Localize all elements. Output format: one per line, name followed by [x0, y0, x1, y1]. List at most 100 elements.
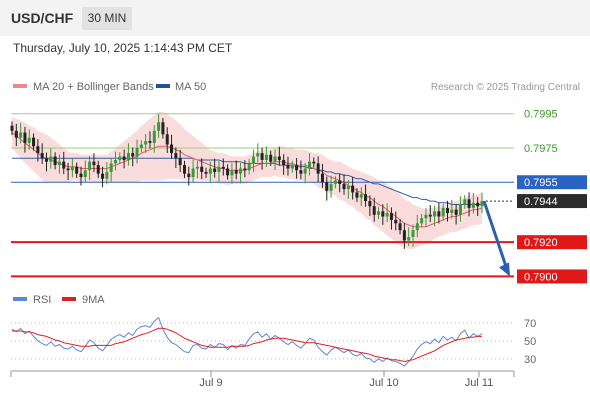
candle-body: [10, 125, 14, 131]
level-tag-0.7900: [517, 269, 587, 284]
time-axis: Jul 9 Jul 10 Jul 11: [10, 370, 515, 389]
candle-body: [377, 211, 381, 215]
candle-body: [62, 161, 66, 169]
candle-body: [66, 168, 70, 171]
candle-body: [165, 134, 169, 145]
candle-body: [200, 166, 204, 172]
candle-body: [450, 209, 454, 214]
candle-body: [463, 199, 467, 205]
candle-body: [355, 192, 359, 198]
candle-body: [299, 170, 303, 174]
candle-body: [40, 153, 44, 159]
candle-body: [139, 144, 143, 148]
candle-body: [372, 206, 376, 215]
last-price-label: 0.7944: [524, 196, 558, 208]
candle-body: [303, 168, 307, 174]
candle-body: [471, 202, 475, 208]
level-label-0.7920: 0.7920: [524, 237, 558, 249]
time-tick-label: Jul 11: [465, 377, 494, 389]
candle-body: [389, 213, 393, 220]
candle-body: [182, 165, 186, 174]
candle-body: [32, 137, 36, 147]
candle-body: [96, 165, 100, 174]
rsi-line: [11, 316, 483, 367]
candle-body: [239, 168, 243, 174]
candle-body: [247, 163, 251, 171]
candle-body: [187, 173, 191, 178]
candle-body: [286, 165, 290, 169]
timeframe-button[interactable]: 30 MIN: [82, 7, 132, 30]
candle-body: [75, 166, 79, 174]
candle-body: [407, 237, 411, 241]
candle-body: [394, 219, 398, 224]
candle-body: [109, 163, 113, 172]
candle-body: [351, 185, 355, 193]
candle-body: [420, 218, 424, 224]
header-bar: USD/CHF 30 MIN: [0, 0, 590, 36]
candle-body: [152, 130, 156, 143]
candle-body: [256, 153, 260, 157]
rsi-panel: 70 50 30: [11, 316, 536, 367]
rsi-tick-30: 30: [524, 354, 536, 366]
candle-body: [381, 211, 385, 217]
candle-body: [157, 122, 161, 131]
rsi-legend-swatch: [13, 297, 27, 301]
candle-body: [49, 156, 53, 162]
candle-body: [23, 132, 27, 143]
candle-body: [329, 183, 333, 191]
candle-body: [273, 156, 277, 162]
level-label-0.7995: 0.7995: [524, 109, 558, 121]
candle-body: [88, 161, 92, 171]
last-price-tag: [517, 194, 587, 209]
candle-body: [191, 168, 195, 178]
candle-body: [290, 165, 294, 169]
candle-body: [433, 211, 437, 217]
candle-body: [359, 194, 363, 198]
legend-ma50-swatch: [156, 84, 170, 88]
candle-body: [364, 194, 368, 202]
price-panel: 0.7995 0.7975 0.7955 0.7944 0.7920 0.7900: [10, 109, 587, 284]
candle-body: [325, 182, 329, 191]
level-label-0.7975: 0.7975: [524, 143, 558, 155]
research-credit: Research © 2025 Trading Central: [431, 82, 580, 93]
candle-body: [230, 170, 234, 176]
rsi-tick-70: 70: [524, 318, 536, 330]
candle-body: [113, 159, 117, 164]
rsi-ma9-line: [12, 327, 482, 363]
legend-ma20-swatch: [13, 84, 27, 88]
candle-body: [312, 161, 316, 164]
candle-body: [480, 201, 484, 207]
candle-body: [131, 153, 135, 157]
rsi-legend-label: RSI: [33, 294, 51, 306]
candle-body: [437, 211, 441, 217]
candle-body: [411, 230, 415, 238]
rsi-tick-50: 50: [524, 336, 536, 348]
candle-body: [342, 183, 346, 190]
candle-body: [105, 171, 109, 179]
candle-body: [333, 180, 337, 184]
candle-body: [174, 153, 178, 159]
time-tick-label: Jul 10: [369, 377, 398, 389]
candle-body: [398, 223, 402, 231]
candle-body: [217, 166, 221, 172]
candle-body: [458, 204, 462, 215]
candle-body: [385, 213, 389, 217]
candle-body: [467, 199, 471, 208]
candle-body: [122, 156, 126, 160]
chart-datetime: Thursday, July 10, 2025 1:14:43 PM CET: [13, 41, 233, 55]
candle-body: [19, 132, 23, 138]
candle-body: [415, 223, 419, 231]
candle-body: [346, 185, 350, 190]
bollinger-band: [12, 112, 482, 249]
candle-body: [269, 154, 273, 162]
candle-body: [178, 158, 182, 166]
candle-body: [251, 156, 255, 164]
symbol-title: USD/CHF: [11, 10, 74, 26]
candle-body: [320, 173, 324, 183]
candle-body: [454, 209, 458, 215]
ma9-legend-swatch: [62, 297, 76, 301]
candle-body: [27, 137, 31, 143]
candle-body: [161, 122, 165, 135]
candle-body: [316, 163, 320, 174]
candle-body: [57, 161, 61, 166]
